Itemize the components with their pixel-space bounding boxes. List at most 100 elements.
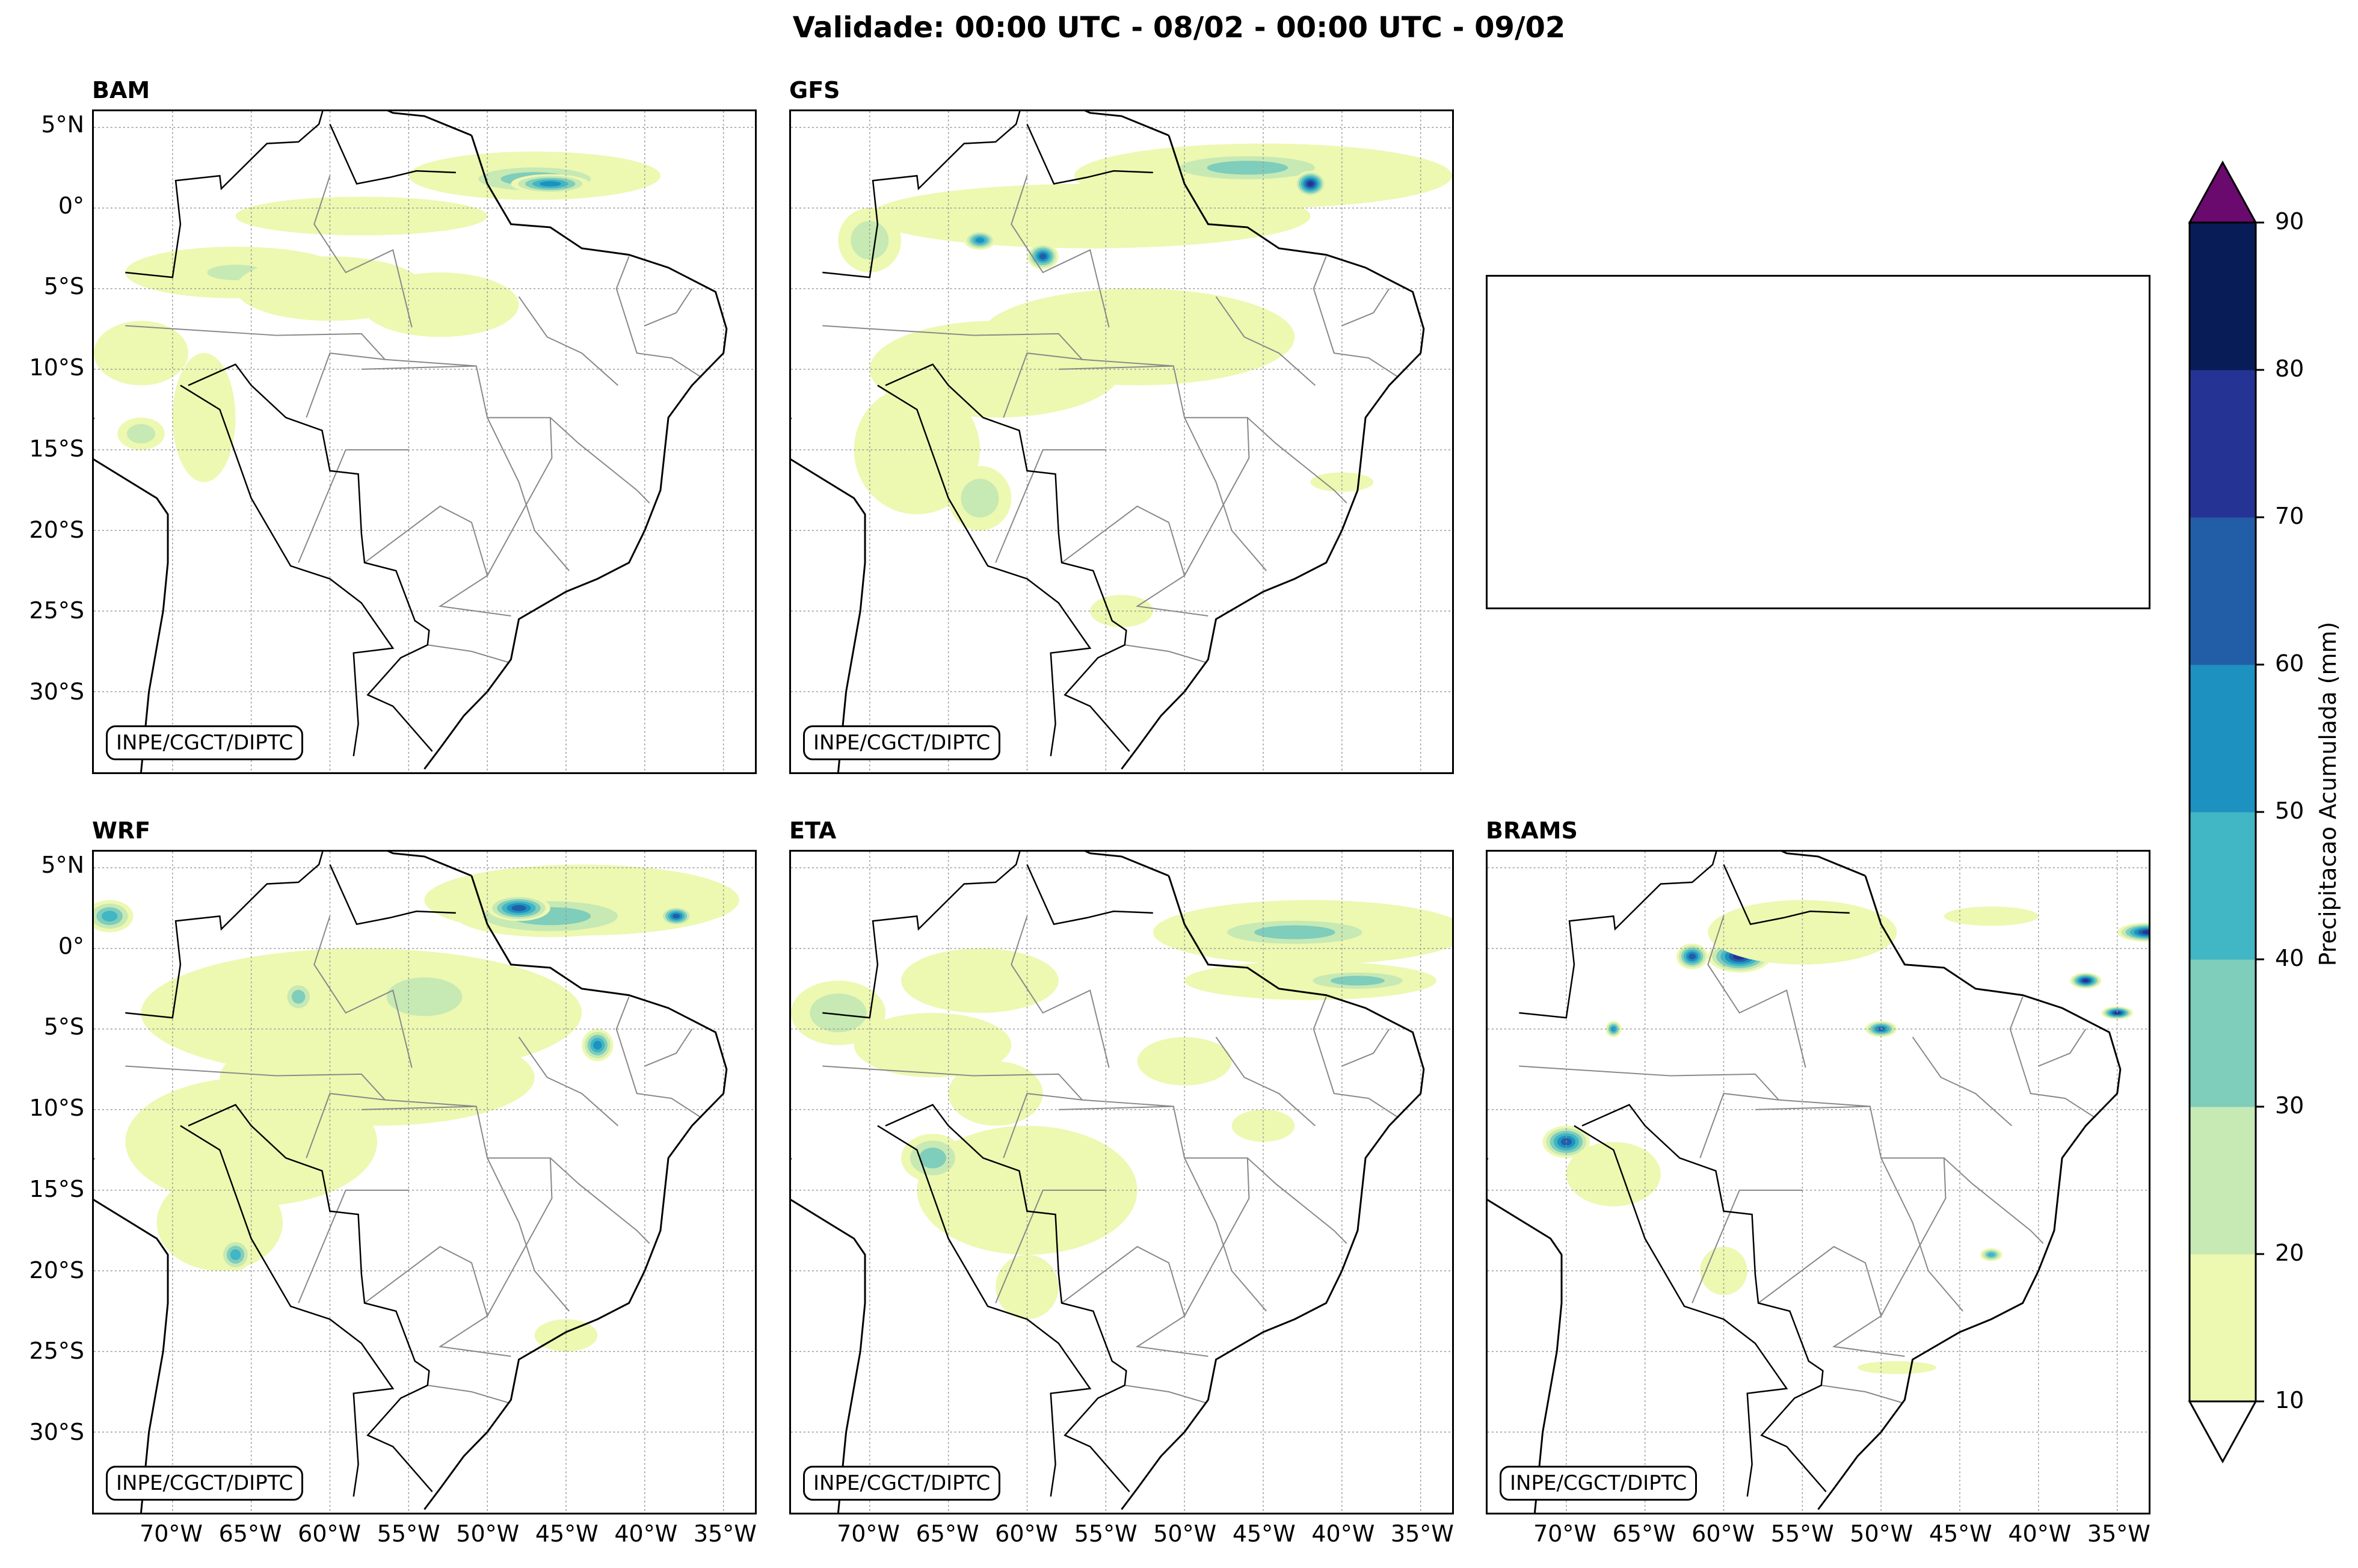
- precip-area: [1207, 161, 1288, 175]
- colorbar-under-extension: [2188, 1400, 2258, 1464]
- lon-tick-label: 65°W: [218, 1520, 282, 1547]
- map-panel-bam: INPE/CGCT/DIPTC: [92, 109, 757, 774]
- lon-tick-label: 50°W: [1153, 1520, 1217, 1547]
- lat-tick-label: 30°S: [29, 1419, 84, 1446]
- precip-area: [126, 424, 156, 444]
- colorbar-tick-label: 40: [2275, 945, 2304, 971]
- lat-tick-label: 5°N: [41, 851, 84, 878]
- precip-area: [1254, 925, 1335, 939]
- precip-area: [291, 989, 306, 1004]
- map-panel-eta: INPE/CGCT/DIPTC: [789, 850, 1454, 1514]
- lat-tick-label: 15°S: [29, 435, 84, 462]
- precip-area: [1231, 1109, 1295, 1142]
- precipitation-map: [94, 111, 755, 772]
- lat-tick-label: 30°S: [29, 678, 84, 706]
- panel-title-brams: BRAMS: [1486, 817, 1578, 844]
- lat-tick-label: 10°S: [29, 1095, 84, 1122]
- precip-area: [539, 181, 561, 187]
- lon-tick-label: 45°W: [535, 1520, 599, 1547]
- precip-area: [1566, 1142, 1661, 1207]
- colorbar-tick-label: 20: [2275, 1240, 2304, 1266]
- lon-tick-label: 70°W: [140, 1520, 203, 1547]
- precip-area: [1688, 953, 1696, 960]
- precipitation-map: [791, 852, 1452, 1513]
- lat-tick-label: 5°S: [43, 273, 84, 300]
- lon-tick-label: 55°W: [377, 1520, 440, 1547]
- precip-area: [94, 321, 188, 386]
- lon-tick-label: 45°W: [1232, 1520, 1296, 1547]
- precipitation-map: [94, 852, 755, 1513]
- precip-area: [1944, 906, 2039, 926]
- colorbar-segment: [2190, 1107, 2256, 1255]
- lon-tick-label: 55°W: [1074, 1520, 1137, 1547]
- lon-tick-label: 50°W: [456, 1520, 520, 1547]
- lon-tick-label: 60°W: [298, 1520, 362, 1547]
- colorbar-tick-label: 70: [2275, 503, 2304, 529]
- colorbar-tick-label: 10: [2275, 1387, 2304, 1413]
- colorbar: [2188, 160, 2264, 1464]
- lat-tick-label: 0°: [58, 932, 84, 959]
- lat-tick-label: 5°S: [43, 1013, 84, 1041]
- lon-tick-label: 65°W: [916, 1520, 979, 1547]
- map-panel-gfs: INPE/CGCT/DIPTC: [789, 109, 1454, 774]
- figure-title: Validade: 00:00 UTC - 08/02 - 00:00 UTC …: [792, 11, 1566, 45]
- precip-area: [1331, 976, 1385, 986]
- precip-area: [1039, 253, 1047, 260]
- precip-area: [230, 1249, 241, 1261]
- lat-tick-label: 20°S: [29, 1256, 84, 1284]
- precip-area: [2082, 979, 2089, 983]
- colorbar-segment: [2190, 517, 2256, 665]
- colorbar-segment: [2190, 1254, 2256, 1402]
- lat-tick-label: 0°: [58, 192, 84, 219]
- empty-panel-frame: [1486, 275, 2150, 609]
- colorbar-label: Precipitacao Acumulada (mm): [2315, 621, 2341, 967]
- precip-area: [1987, 1252, 1995, 1257]
- credit-label: INPE/CGCT/DIPTC: [106, 1466, 304, 1501]
- colorbar-over-extension: [2188, 160, 2258, 224]
- precip-area: [2114, 1011, 2120, 1015]
- precip-area: [673, 914, 680, 918]
- panel-title-wrf: WRF: [92, 817, 151, 844]
- precip-area: [1857, 1361, 1936, 1374]
- precipitation-map: [1488, 852, 2149, 1513]
- precip-area: [102, 911, 118, 922]
- credit-label: INPE/CGCT/DIPTC: [803, 1466, 1001, 1501]
- precip-area: [810, 993, 867, 1033]
- colorbar-tick-label: 60: [2275, 650, 2304, 677]
- precip-area: [975, 238, 985, 243]
- lon-tick-label: 70°W: [1533, 1520, 1597, 1547]
- lon-tick-label: 65°W: [1612, 1520, 1676, 1547]
- precip-area: [2142, 930, 2149, 935]
- lon-tick-label: 55°W: [1770, 1520, 1834, 1547]
- precip-area: [1307, 181, 1314, 186]
- lon-tick-label: 45°W: [1929, 1520, 1992, 1547]
- lon-tick-label: 35°W: [1390, 1520, 1454, 1547]
- lon-tick-label: 50°W: [1850, 1520, 1913, 1547]
- credit-label: INPE/CGCT/DIPTC: [1500, 1466, 1698, 1501]
- credit-label: INPE/CGCT/DIPTC: [106, 725, 304, 760]
- precip-area: [235, 197, 488, 236]
- lat-tick-label: 10°S: [29, 354, 84, 381]
- lon-tick-label: 35°W: [693, 1520, 757, 1547]
- lat-tick-label: 20°S: [29, 516, 84, 543]
- lat-tick-label: 15°S: [29, 1175, 84, 1202]
- colorbar-segment: [2190, 370, 2256, 518]
- lon-tick-label: 60°W: [995, 1520, 1059, 1547]
- lat-tick-label: 5°N: [41, 111, 84, 138]
- precip-area: [851, 221, 889, 260]
- lon-tick-label: 40°W: [614, 1520, 678, 1547]
- precip-area: [534, 1319, 598, 1351]
- lon-tick-label: 40°W: [2008, 1520, 2072, 1547]
- precip-area: [156, 1174, 283, 1271]
- precipitation-map: [791, 111, 1452, 772]
- lon-tick-label: 35°W: [2087, 1520, 2150, 1547]
- lon-tick-label: 40°W: [1311, 1520, 1375, 1547]
- panel-title-eta: ETA: [789, 817, 837, 844]
- precip-area: [901, 948, 1059, 1013]
- precip-area: [869, 183, 1311, 248]
- colorbar-tick-label: 50: [2275, 798, 2304, 824]
- precip-area: [511, 905, 526, 911]
- lon-tick-label: 70°W: [837, 1520, 900, 1547]
- colorbar-segment: [2190, 223, 2256, 370]
- panel-title-gfs: GFS: [789, 77, 840, 103]
